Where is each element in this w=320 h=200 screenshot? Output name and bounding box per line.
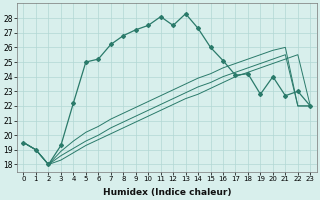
X-axis label: Humidex (Indice chaleur): Humidex (Indice chaleur) — [103, 188, 231, 197]
